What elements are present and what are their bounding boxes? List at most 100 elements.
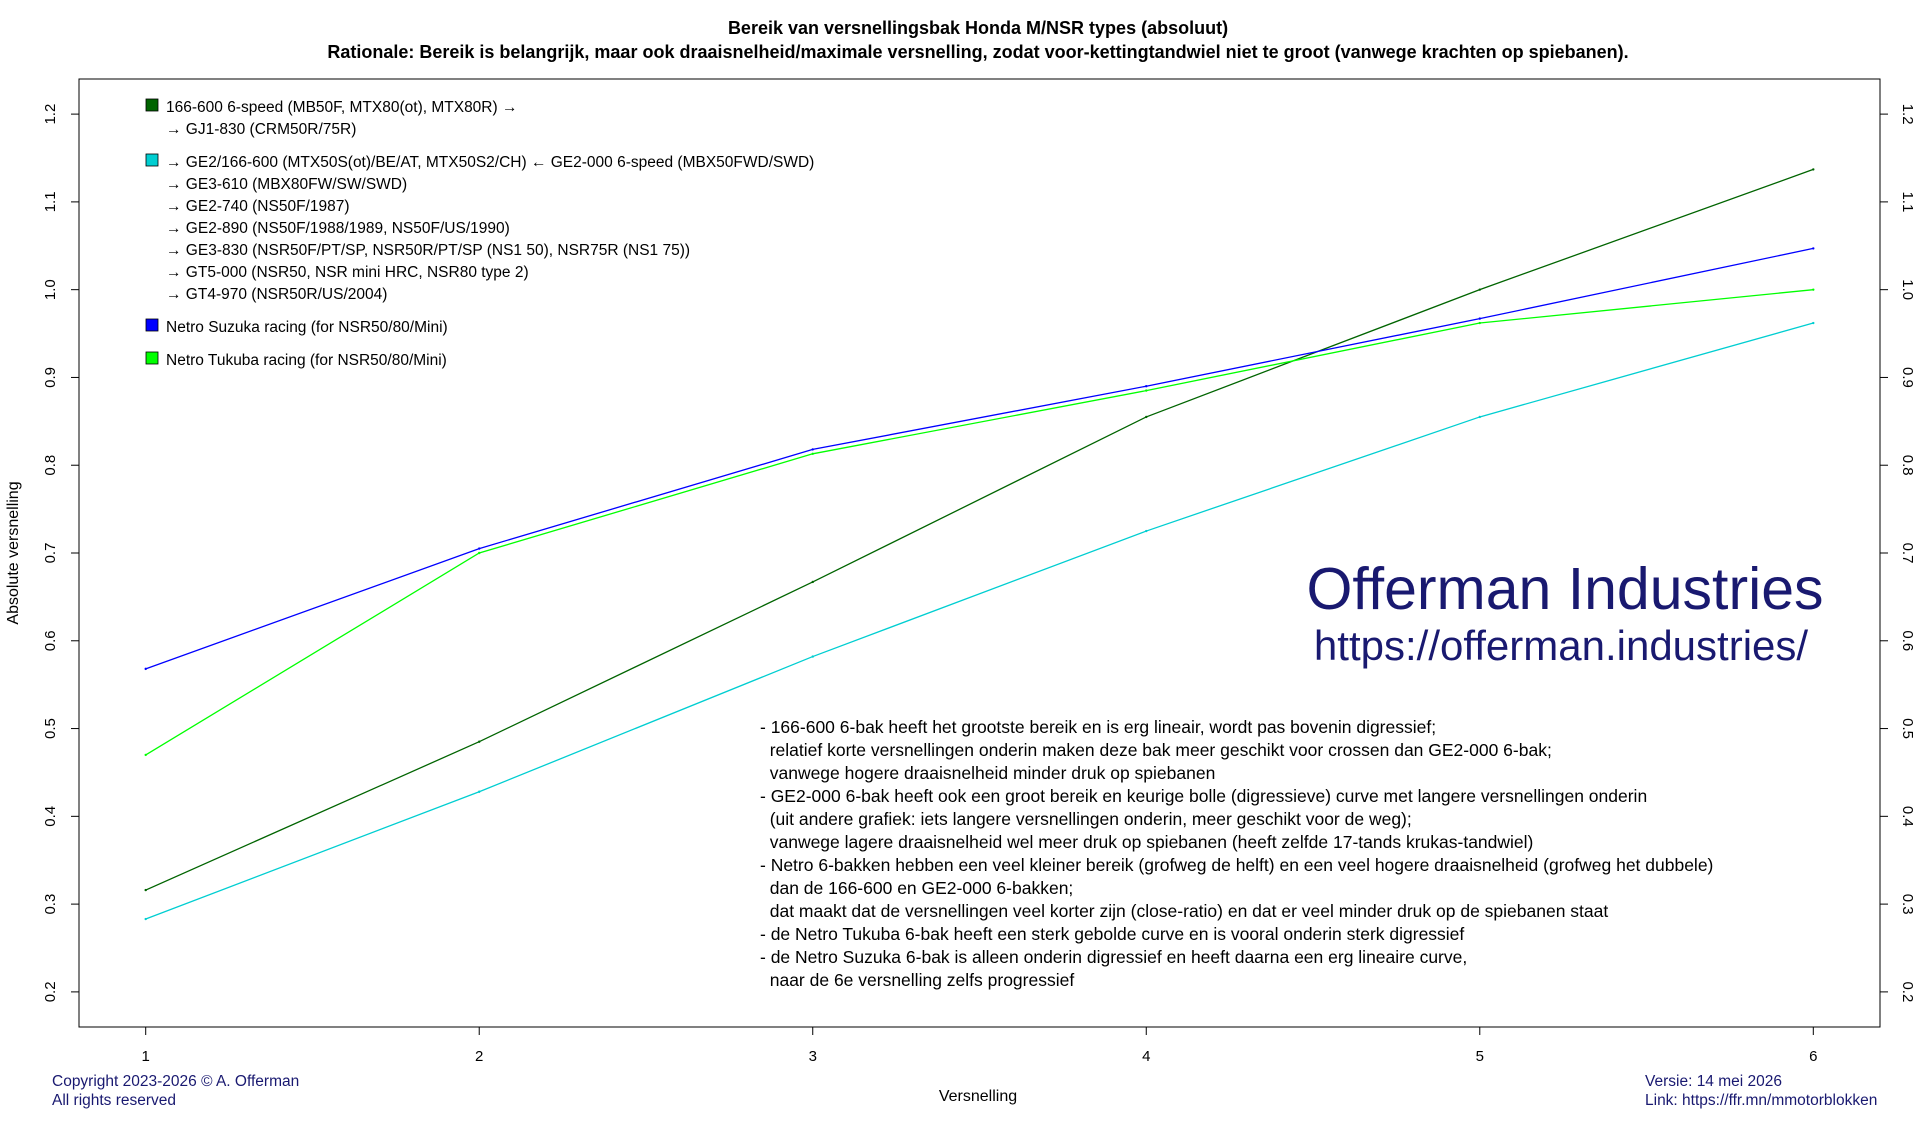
series-line-2 <box>145 322 1814 920</box>
data-point <box>1145 389 1148 392</box>
x-tick-label: 5 <box>1476 1048 1484 1065</box>
data-point <box>811 452 814 456</box>
data-point <box>478 740 481 743</box>
note-line: - de Netro Suzuka 6-bak is alleen onderi… <box>760 947 1467 967</box>
data-point <box>478 790 481 793</box>
legend-entry: → GT5-000 (NSR50, NSR mini HRC, NSR80 ty… <box>166 264 529 281</box>
y-axis-right: 0.2 0.3 0.4 0.5 0.6 0.7 0.8 0.9 1.0 1.1 1.2 <box>1880 104 1916 1002</box>
data-point <box>1145 529 1148 533</box>
data-point <box>144 888 147 892</box>
footer-version: Versie: 14 mei 2026 <box>1645 1073 1782 1090</box>
note-line: relatief korte versnellingen onderin mak… <box>760 740 1552 760</box>
data-point <box>1812 288 1815 291</box>
legend-entry: → GJ1-830 (CRM50R/75R) <box>166 121 356 138</box>
note-line: vanwege lagere draaisnelheid wel meer dr… <box>760 832 1533 852</box>
y-tick-label-left: 0.2 <box>42 981 59 1002</box>
data-point <box>1478 317 1481 320</box>
note-line: dan de 166-600 en GE2-000 6-bakken; <box>760 878 1073 898</box>
note-line: vanwege hogere draaisnelheid minder druk… <box>760 763 1215 783</box>
y-tick-label-left: 0.3 <box>42 894 59 915</box>
annotation-notes: - 166-600 6-bak heeft het grootste berei… <box>760 717 1713 990</box>
data-point <box>1478 321 1481 325</box>
data-point <box>478 547 481 550</box>
data-point <box>811 655 814 658</box>
y-tick-label-left: 0.7 <box>42 543 59 564</box>
y-tick-label-left: 0.5 <box>42 718 59 739</box>
note-line: dat maakt dat de versnellingen veel kort… <box>760 901 1608 921</box>
y-axis-label: Absolute versnelling <box>5 481 22 624</box>
series-line-4 <box>145 289 1814 756</box>
legend-swatch <box>145 318 159 332</box>
y-tick-label-left: 1.2 <box>42 104 59 125</box>
data-point <box>811 580 814 584</box>
legend-entry: 166-600 6-speed (MB50F, MTX80(ot), MTX80… <box>166 99 517 116</box>
note-line: - Netro 6-bakken hebben een veel kleiner… <box>760 855 1713 875</box>
x-axis: 1 2 3 4 5 6 <box>142 1027 1817 1065</box>
x-tick-label: 1 <box>142 1048 150 1065</box>
legend-entry: → GT4-970 (NSR50R/US/2004) <box>166 286 387 303</box>
legend-entry: → GE2-740 (NS50F/1987) <box>166 198 350 215</box>
legend-entry: → GE2-890 (NS50F/1988/1989, NS50F/US/199… <box>166 220 510 237</box>
y-axis-left: 0.2 0.3 0.4 0.5 0.6 0.7 0.8 0.9 1.0 1.1 1.2 <box>42 104 79 1002</box>
footer-rights: All rights reserved <box>52 1092 176 1109</box>
y-tick-label-left: 0.8 <box>42 455 59 476</box>
y-tick-label-right: 0.5 <box>1899 718 1916 739</box>
data-point <box>1478 415 1481 419</box>
note-line: naar de 6e versnelling zelfs progressief <box>760 970 1074 990</box>
y-tick-label-right: 0.9 <box>1899 367 1916 388</box>
x-tick-label: 2 <box>475 1048 483 1065</box>
note-line: - de Netro Tukuba 6-bak heeft een sterk … <box>760 924 1464 944</box>
data-point <box>144 917 147 921</box>
footer-copyright: Copyright 2023-2026 © A. Offerman <box>52 1073 299 1090</box>
note-line: - GE2-000 6-bak heeft ook een groot bere… <box>760 786 1647 806</box>
x-tick-label: 3 <box>809 1048 817 1065</box>
x-axis-label: Versnelling <box>939 1088 1017 1105</box>
data-point <box>1478 288 1481 291</box>
legend-swatch <box>145 351 159 365</box>
data-point <box>144 753 147 757</box>
footer-link-text[interactable]: Link: https://ffr.mn/mmotorblokken <box>1645 1092 1877 1109</box>
y-tick-label-right: 0.3 <box>1899 894 1916 915</box>
data-point <box>1812 247 1815 250</box>
series-line-3 <box>145 247 1814 670</box>
legend-entry: → GE3-610 (MBX80FW/SW/SWD) <box>166 176 407 193</box>
data-point <box>1812 168 1815 171</box>
y-tick-label-right: 0.4 <box>1899 806 1916 827</box>
chart-title: Bereik van versnellingsbak Honda M/NSR t… <box>728 18 1228 38</box>
y-tick-label-right: 0.6 <box>1899 630 1916 651</box>
legend-swatch <box>145 153 159 167</box>
y-tick-label-left: 1.0 <box>42 279 59 300</box>
footer-link[interactable]: Link: https://ffr.mn/mmotorblokken <box>1645 1092 1877 1109</box>
legend-entry: Netro Suzuka racing (for NSR50/80/Mini) <box>166 319 448 336</box>
series-line-1 <box>145 168 1814 891</box>
note-line: (uit andere grafiek: iets langere versne… <box>760 809 1412 829</box>
x-tick-label: 4 <box>1142 1048 1150 1065</box>
note-line: - 166-600 6-bak heeft het grootste berei… <box>760 717 1436 737</box>
data-point <box>811 448 814 451</box>
series-lines <box>144 168 1815 921</box>
y-tick-label-right: 0.7 <box>1899 543 1916 564</box>
y-tick-label-right: 1.2 <box>1899 104 1916 125</box>
y-tick-label-right: 0.8 <box>1899 455 1916 476</box>
y-tick-label-right: 0.2 <box>1899 981 1916 1002</box>
data-point <box>1812 321 1815 325</box>
brand-name: Offerman Industries <box>1306 556 1823 622</box>
legend-entry: → GE2/166-600 (MTX50S(ot)/BE/AT, MTX50S2… <box>166 154 814 171</box>
brand-url: https://offerman.industries/ <box>1314 622 1808 669</box>
y-tick-label-left: 0.6 <box>42 630 59 651</box>
data-point <box>1145 385 1148 388</box>
data-point <box>1145 415 1148 419</box>
chart-subtitle: Rationale: Bereik is belangrijk, maar oo… <box>327 42 1628 62</box>
y-tick-label-left: 0.9 <box>42 367 59 388</box>
data-point <box>478 551 481 555</box>
legend-entry: Netro Tukuba racing (for NSR50/80/Mini) <box>166 352 447 369</box>
y-tick-label-right: 1.1 <box>1899 191 1916 212</box>
data-point <box>144 667 147 671</box>
legend-entry: → GE3-830 (NSR50F/PT/SP, NSR50R/PT/SP (N… <box>166 242 690 259</box>
y-tick-label-left: 1.1 <box>42 191 59 212</box>
legend-swatch <box>145 98 159 112</box>
y-tick-label-left: 0.4 <box>42 806 59 827</box>
legend: 166-600 6-speed (MB50F, MTX80(ot), MTX80… <box>145 98 814 369</box>
y-tick-label-right: 1.0 <box>1899 279 1916 300</box>
